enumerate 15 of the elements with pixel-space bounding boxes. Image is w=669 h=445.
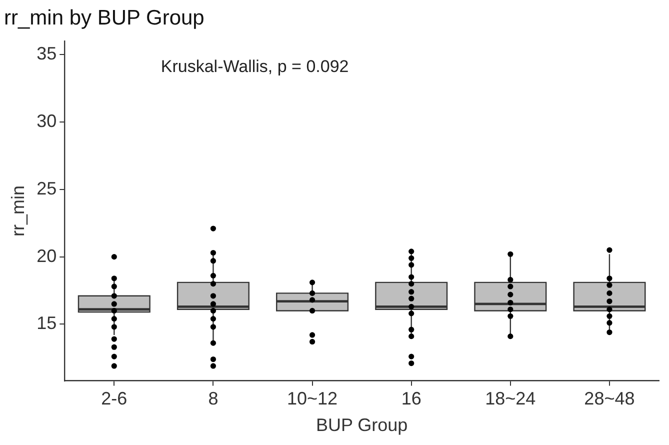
- x-tick-label: 16: [401, 388, 422, 409]
- annotation: Kruskal-Wallis, p = 0.092: [160, 56, 349, 76]
- y-tick-label: 30: [36, 111, 57, 132]
- x-tick-label: 2-6: [101, 388, 128, 409]
- y-axis-title: rr_min: [8, 185, 28, 237]
- x-tick-label: 8: [208, 388, 218, 409]
- x-axis-title: BUP Group: [316, 415, 408, 436]
- x-tick-label: 18~24: [485, 388, 536, 409]
- y-tick-label: 25: [36, 178, 57, 198]
- x-tick-label: 10~12: [287, 388, 338, 409]
- y-tick-label: 15: [36, 313, 57, 334]
- y-tick-label: 20: [36, 246, 57, 266]
- chart-title: rr_min by BUP Group: [4, 6, 204, 30]
- y-tick-label: 35: [36, 44, 57, 64]
- x-tick-label: 28~48: [584, 388, 635, 409]
